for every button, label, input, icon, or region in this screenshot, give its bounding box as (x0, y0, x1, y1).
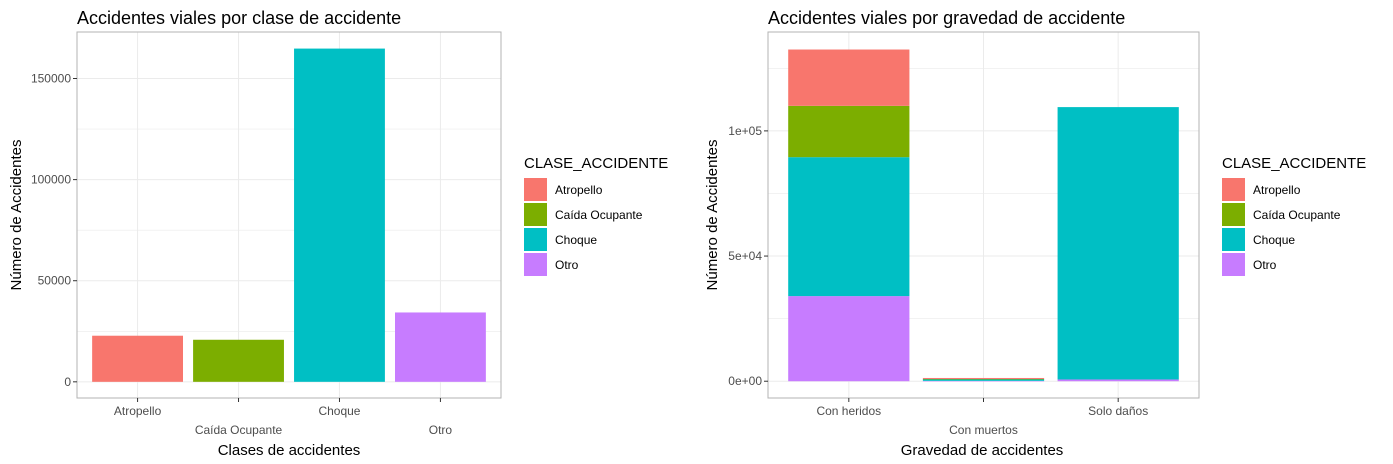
chart-1-panel-border (76, 31, 502, 399)
stacked-bar-segment (788, 157, 910, 297)
legend-key-swatch (1222, 178, 1245, 201)
bar-ca-da-ocupante (193, 339, 284, 382)
chart-1-legend: CLASE_ACCIDENTE Atropello Caída Ocupante C… (524, 155, 668, 276)
legend-item-label: Otro (555, 258, 579, 272)
y-tick-label: 0e+00 (728, 374, 762, 388)
bar-otro (395, 312, 486, 382)
legend-item-label: Atropello (1253, 183, 1301, 197)
chart-2-title: Accidentes viales por gravedad de accide… (768, 8, 1125, 28)
stacked-bar-segment (922, 378, 1045, 380)
chart-2-y-ticks: 0e+00 5e+04 1e+05 (728, 124, 768, 388)
chart-2-x-ticks: Con heridos Con muertos Solo daños (816, 398, 1148, 437)
legend-item-label: Caída Ocupante (555, 208, 643, 222)
legend-key-swatch (1222, 253, 1245, 276)
legend-item-label: Atropello (555, 183, 603, 197)
chart-2-y-axis-title: Número de Accidentes (704, 140, 721, 291)
legend-key-swatch (1222, 203, 1245, 226)
x-tick-label: Caída Ocupante (195, 423, 283, 437)
chart-2-legend: CLASE_ACCIDENTE Atropello Caída Ocupante C… (1222, 155, 1366, 276)
chart-2-legend-title: CLASE_ACCIDENTE (1222, 155, 1366, 172)
y-tick-label: 50000 (38, 274, 72, 288)
chart-2-bars (788, 49, 1179, 382)
x-tick-label: Otro (429, 423, 453, 437)
chart-1-bars (92, 48, 486, 382)
bar-choque (294, 48, 385, 382)
legend-key-swatch (524, 178, 547, 201)
x-tick-label: Con heridos (816, 404, 881, 418)
chart-1-y-ticks: 0 50000 100000 150000 (31, 72, 77, 389)
chart-2-x-axis-title: Gravedad de accidentes (901, 442, 1064, 459)
legend-item-label: Caída Ocupante (1253, 208, 1341, 222)
stacked-bar-segment (1057, 379, 1179, 382)
stacked-bar-segment (922, 379, 1045, 381)
bar-atropello (92, 335, 183, 382)
y-tick-label: 5e+04 (728, 249, 762, 263)
x-tick-label: Solo daños (1088, 404, 1148, 418)
y-tick-label: 100000 (31, 173, 71, 187)
legend-key-swatch (524, 203, 547, 226)
chart-1-x-ticks: Atropello Caída Ocupante Choque Otro (114, 398, 453, 437)
stacked-bar-segment (788, 296, 910, 382)
legend-key-swatch (524, 228, 547, 251)
legend-item-label: Choque (1253, 233, 1295, 247)
legend-item-label: Choque (555, 233, 597, 247)
chart-1: Accidentes viales por clase de accidente… (8, 8, 668, 459)
chart-1-y-axis-title: Número de Accidentes (8, 140, 25, 291)
stacked-bar-segment (1057, 107, 1179, 380)
legend-key-swatch (1222, 228, 1245, 251)
stacked-bar-segment (922, 377, 1045, 379)
chart-1-x-axis-title: Clases de accidentes (218, 442, 361, 459)
legend-item-label: Otro (1253, 258, 1277, 272)
stacked-bar-segment (788, 105, 910, 158)
y-tick-label: 150000 (31, 72, 71, 86)
x-tick-label: Choque (318, 404, 360, 418)
y-tick-label: 1e+05 (728, 124, 762, 138)
chart-2: Accidentes viales por gravedad de accide… (704, 8, 1366, 459)
y-tick-label: 0 (64, 375, 71, 389)
legend-key-swatch (524, 253, 547, 276)
x-tick-label: Atropello (114, 404, 162, 418)
stacked-bar-segment (922, 380, 1045, 382)
chart-1-title: Accidentes viales por clase de accidente (77, 8, 401, 28)
x-tick-label: Con muertos (949, 423, 1018, 437)
stacked-bar-segment (788, 49, 910, 106)
chart-1-legend-title: CLASE_ACCIDENTE (524, 155, 668, 172)
